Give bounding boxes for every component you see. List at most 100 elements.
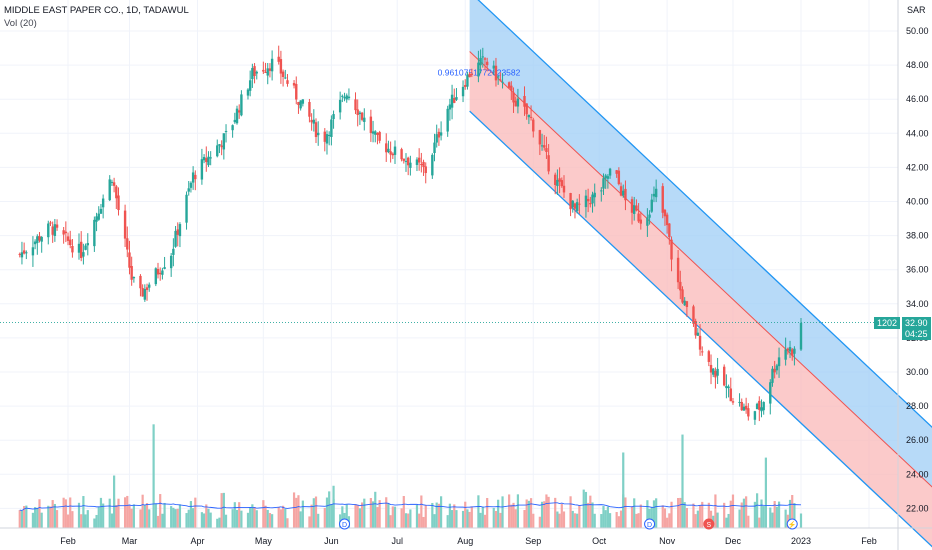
time-tick-label: Dec xyxy=(725,536,742,546)
candle-body xyxy=(558,178,561,182)
volume-bar xyxy=(545,494,548,528)
time-tick-label: Mar xyxy=(122,536,138,546)
volume-bar xyxy=(205,504,208,528)
candle-body xyxy=(501,81,504,83)
price-scale[interactable]: SAR 50.00 48.00 46.00 44.00 42.00 40.00 38.00 36… xyxy=(897,0,929,550)
candle-body xyxy=(543,145,546,148)
volume-bar xyxy=(775,506,778,528)
volume-bar xyxy=(692,503,695,528)
volume-bar xyxy=(661,505,664,528)
volume-bar xyxy=(69,497,72,528)
candle-body xyxy=(220,145,223,148)
event-marker-circle xyxy=(644,518,656,530)
volume-bar xyxy=(113,475,116,528)
candle-body xyxy=(360,112,364,120)
candle-body xyxy=(668,223,671,238)
volume-bar xyxy=(646,500,649,528)
volume-bar xyxy=(301,500,304,528)
candle-body xyxy=(99,208,103,214)
volume-bar xyxy=(604,510,607,528)
candle-body xyxy=(606,176,610,179)
volume-bar xyxy=(295,497,298,528)
volume-bar xyxy=(332,485,335,528)
volume-ma-line xyxy=(19,502,802,511)
event-marker-circle xyxy=(339,518,351,530)
candle-body xyxy=(154,268,158,285)
time-tick-label: 2023 xyxy=(791,536,811,546)
candle-body xyxy=(652,193,656,197)
candle-body xyxy=(49,222,52,224)
volume-bar xyxy=(224,514,228,528)
volume-bar xyxy=(292,492,296,528)
volume-bar xyxy=(297,495,300,528)
volume-bar xyxy=(34,507,37,528)
candle-body xyxy=(266,68,269,76)
candle-body xyxy=(622,190,625,196)
candle-body xyxy=(709,364,713,373)
volume-bar xyxy=(450,510,454,528)
volume-bar xyxy=(554,497,557,528)
time-tick-label: Jun xyxy=(324,536,339,546)
candle-body xyxy=(633,205,636,214)
candle-body xyxy=(62,230,65,235)
volume-bar xyxy=(36,507,39,528)
volume-bar xyxy=(409,509,412,528)
candle-body xyxy=(187,188,190,192)
volume-indicator-label[interactable]: Vol (20) xyxy=(4,18,37,29)
candle-body xyxy=(571,200,574,208)
candle-body xyxy=(525,103,528,115)
time-axis[interactable]: Feb Mar Apr May Jun Jul Aug Sep Oct Nov Dec 2023 Feb xyxy=(0,527,932,546)
candle-body xyxy=(435,134,438,143)
volume-bar xyxy=(584,491,588,528)
candle-body xyxy=(174,230,177,247)
volume-bar xyxy=(141,494,144,528)
candle-body xyxy=(639,219,642,224)
candle-body xyxy=(268,68,272,71)
volume-bar xyxy=(481,506,484,528)
time-tick-label: Feb xyxy=(60,536,76,546)
price-tick-label: 42.00 xyxy=(906,162,929,172)
candle-body xyxy=(224,130,228,132)
time-tick-label: Jul xyxy=(391,536,403,546)
candle-body xyxy=(584,195,588,208)
volume-bar xyxy=(716,512,719,528)
volume-bar xyxy=(679,497,682,528)
volume-bar xyxy=(246,512,250,528)
volume-bar xyxy=(25,505,28,528)
candle-body xyxy=(330,119,333,137)
event-marker-circle xyxy=(703,518,715,530)
volume-bar xyxy=(117,498,120,528)
volume-bar xyxy=(97,506,100,528)
candle-body xyxy=(701,351,704,353)
candle-body xyxy=(600,190,603,192)
volume-bar xyxy=(271,514,274,528)
volume-bar xyxy=(446,515,449,528)
candle-body xyxy=(637,213,640,222)
volume-bar xyxy=(512,502,515,528)
channel-upper-band xyxy=(469,0,932,487)
candle-body xyxy=(589,203,592,205)
volume-bar xyxy=(354,504,357,528)
volume-bar xyxy=(589,495,592,528)
volume-bar xyxy=(486,497,489,528)
volume-bar xyxy=(249,507,252,528)
volume-bar xyxy=(253,507,256,528)
time-tick-label: May xyxy=(255,536,273,546)
volume-bar xyxy=(670,501,673,528)
volume-bar xyxy=(723,502,726,528)
currency-label: SAR xyxy=(907,5,926,15)
volume-bar xyxy=(218,517,221,528)
candle-body xyxy=(496,76,500,78)
candle-body xyxy=(79,241,83,259)
candle-body xyxy=(661,186,664,213)
candle-body xyxy=(400,149,403,160)
candle-body xyxy=(218,144,221,146)
volume-bar xyxy=(753,501,757,528)
volume-bar xyxy=(216,518,219,528)
candle-body xyxy=(527,114,531,118)
candle-body xyxy=(77,243,81,253)
candle-body xyxy=(450,94,454,108)
candle-body xyxy=(341,95,344,97)
candle-body xyxy=(698,335,702,350)
